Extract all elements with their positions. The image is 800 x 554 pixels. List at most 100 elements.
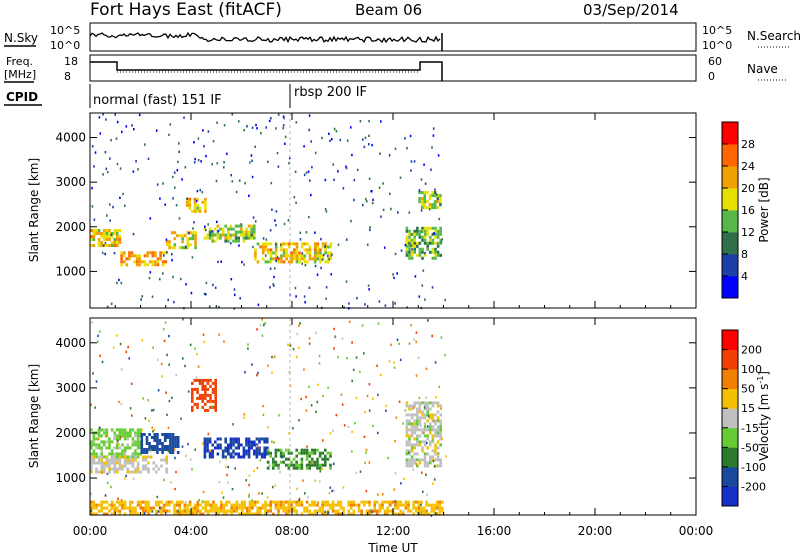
- scatter-cell: [287, 500, 291, 504]
- noise-cell: [166, 251, 168, 254]
- noise-cell: [295, 295, 297, 298]
- scatter-cell: [305, 451, 309, 455]
- scatter-cell: [324, 242, 327, 246]
- noise-cell: [237, 120, 240, 123]
- scatter-cell: [261, 503, 265, 507]
- scatter-cell: [136, 446, 140, 450]
- scatter-cell: [429, 235, 432, 239]
- scatter-cell: [232, 437, 235, 441]
- scatter-cell: [113, 509, 116, 513]
- scatter-cell: [313, 245, 317, 249]
- scatter-cell: [251, 503, 254, 507]
- scatter-cell: [198, 381, 202, 385]
- scatter-cell: [316, 248, 320, 252]
- scatter-cell: [416, 401, 419, 405]
- scatter-cell: [100, 455, 103, 459]
- scatter-cell: [161, 433, 164, 436]
- noise-cell: [420, 424, 422, 428]
- scatter-cell: [274, 251, 278, 255]
- scatter-cell: [209, 405, 212, 409]
- noise-cell: [181, 445, 184, 448]
- scatter-cell: [125, 257, 129, 261]
- noise-cell: [104, 435, 107, 438]
- scatter-cell: [103, 512, 106, 516]
- noise-cell: [283, 116, 285, 120]
- scatter-cell: [144, 467, 148, 471]
- scatter-cell: [126, 461, 129, 465]
- scatter-cell: [161, 263, 165, 267]
- noise-cell: [271, 485, 274, 489]
- noise-cell: [163, 254, 165, 257]
- scatter-cell: [118, 464, 122, 468]
- noise-cell: [132, 232, 135, 236]
- noise-cell: [152, 408, 155, 412]
- noise-cell: [356, 168, 359, 172]
- scatter-cell: [429, 458, 432, 462]
- scatter-cell: [216, 443, 220, 447]
- scatter-cell: [413, 413, 416, 417]
- noise-cell: [428, 208, 431, 211]
- noise-cell: [211, 230, 213, 233]
- noise-cell: [321, 136, 323, 140]
- noise-cell: [222, 496, 225, 499]
- scatter-cell: [342, 506, 345, 510]
- scatter-cell: [303, 509, 306, 513]
- scatter-cell: [290, 242, 294, 246]
- noise-cell: [435, 512, 437, 515]
- scatter-cell: [100, 244, 103, 247]
- scatter-cell: [329, 463, 332, 467]
- scatter-cell: [421, 413, 424, 417]
- noise-cell: [348, 512, 351, 515]
- noise-cell: [425, 511, 428, 515]
- scatter-cell: [313, 448, 317, 452]
- noise-cell: [255, 123, 257, 127]
- scatter-cell: [227, 446, 230, 450]
- noise-cell: [421, 471, 423, 474]
- noise-cell: [318, 354, 321, 358]
- noise-cell: [196, 189, 199, 193]
- scatter-cell: [220, 509, 223, 513]
- scatter-cell: [95, 455, 98, 459]
- scatter-cell: [418, 229, 422, 233]
- noise-panel-frame: [89, 22, 697, 52]
- scatter-cell: [313, 242, 317, 246]
- scatter-cell: [422, 509, 426, 513]
- noise-cell: [130, 382, 133, 385]
- scatter-cell: [355, 503, 358, 507]
- scatter-cell: [129, 458, 132, 462]
- scatter-cell: [258, 449, 261, 453]
- scatter-cell: [292, 463, 296, 467]
- scatter-cell: [436, 455, 440, 459]
- scatter-cell: [439, 238, 442, 242]
- scatter-cell: [381, 503, 384, 507]
- scatter-cell: [429, 425, 432, 429]
- noise-cell: [333, 489, 335, 492]
- scatter-cell: [413, 241, 416, 245]
- noise-cell: [372, 424, 374, 428]
- scatter-cell: [253, 512, 257, 516]
- scatter-cell: [191, 387, 194, 391]
- noise-cell: [178, 142, 180, 145]
- scatter-cell: [221, 233, 225, 237]
- scatter-cell: [436, 425, 440, 429]
- noise-cell: [156, 358, 159, 362]
- noise-cell: [109, 203, 111, 206]
- scatter-cell: [173, 506, 176, 510]
- noise-cell: [159, 278, 161, 281]
- noise-cell: [410, 169, 412, 172]
- scatter-cell: [352, 503, 356, 507]
- scatter-cell: [108, 238, 111, 241]
- scatter-cell: [300, 448, 304, 452]
- noise-cell: [402, 510, 405, 513]
- scatter-cell: [209, 384, 212, 388]
- scatter-cell: [421, 256, 424, 260]
- scatter-cell: [311, 503, 314, 507]
- noise-cell: [295, 121, 298, 124]
- colorbar-tick-label: 100: [741, 363, 762, 376]
- scatter-cell: [232, 227, 235, 231]
- noise-cell: [433, 420, 435, 423]
- scatter-cell: [316, 245, 320, 249]
- scatter-cell: [426, 229, 429, 233]
- noise-sky-line: [89, 31, 441, 44]
- scatter-cell: [144, 500, 148, 504]
